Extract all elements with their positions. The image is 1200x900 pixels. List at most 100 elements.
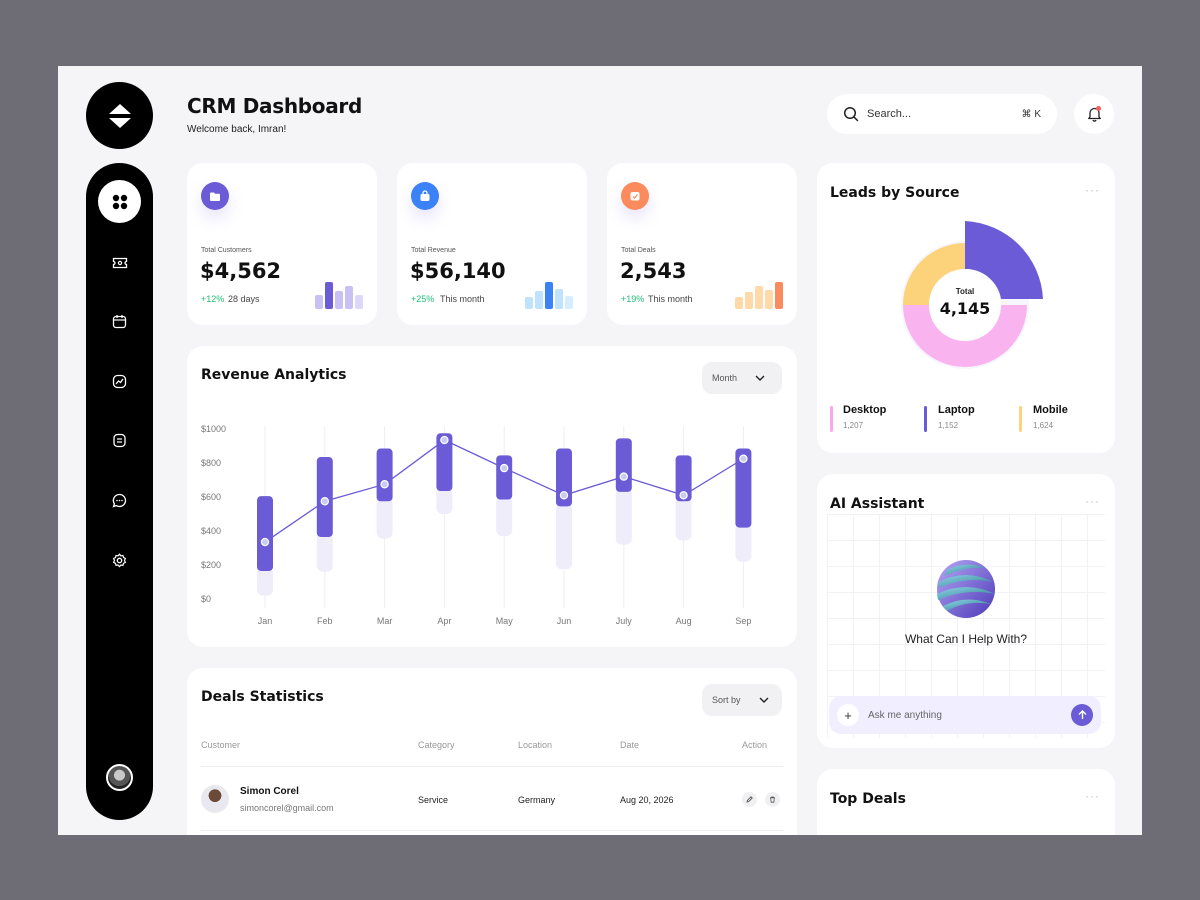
stat-period: This month [440,294,485,304]
sidebar-item-analytics[interactable] [108,370,131,393]
range-bar [496,455,513,500]
notification-dot [1096,106,1101,111]
analytics-icon [112,374,127,389]
chat-icon [112,493,127,508]
y-tick-label: $200 [201,560,221,570]
search-input[interactable]: Search... [867,108,912,120]
customer-name: Simon Corel [240,786,299,797]
stat-card-revenue[interactable]: Total Revenue $56,140 +25% This month [397,163,587,325]
leads-donut-chart [900,221,1043,370]
assistant-prompt: What Can I Help With? [904,632,1028,646]
customer-email: simoncorel@gmail.com [240,803,334,813]
legend-name: Desktop [843,404,887,416]
send-button[interactable] [1071,704,1093,726]
range-background-bar [257,566,273,596]
section-title: AI Assistant [830,496,925,512]
range-bar [735,448,752,528]
section-title: Leads by Source [830,185,960,201]
legend-value: 1,207 [843,421,864,430]
ask-input-bar[interactable]: + Ask me anything [829,696,1101,734]
page-title: CRM Dashboard [187,94,363,118]
legend-swatch [830,406,833,432]
sidebar-item-messages[interactable] [108,489,131,512]
data-point [380,480,389,489]
stat-card-customers[interactable]: Total Customers $4,562 +12% 28 days [187,163,377,325]
stat-label: Total Revenue [411,247,456,254]
mini-bar-chart [315,279,363,309]
stat-change: +12% [201,294,225,304]
chevron-down-icon [759,697,769,703]
edit-button[interactable] [742,792,757,807]
x-tick-label: Mar [377,616,393,626]
range-background-bar [316,532,333,572]
delete-button[interactable] [765,792,780,807]
bag-icon [411,182,439,210]
x-tick-label: July [616,616,633,626]
more-options-button[interactable]: ··· [1085,789,1100,803]
stat-change: +25% [411,294,435,304]
sidebar-item-tickets[interactable] [108,251,131,274]
deal-location: Germany [518,795,556,805]
top-deals-card: Top Deals ··· [817,769,1115,835]
range-background-bar [376,497,393,539]
legend-value: 1,624 [1033,421,1054,430]
x-tick-label: Jan [258,616,273,626]
chevron-down-icon [755,375,765,381]
revenue-analytics-card: Revenue Analytics Month $1000 $800 $600 $40… [187,346,797,647]
customer-avatar [201,785,229,813]
y-tick-label: $400 [201,526,221,536]
search-bar[interactable]: Search... ⌘ K [827,94,1057,134]
arrow-up-icon [1078,710,1086,719]
legend-value: 1,152 [938,421,959,430]
divider [201,766,783,767]
dropdown-value: Sort by [712,695,741,705]
range-bar [316,457,333,537]
y-tick-label: $0 [201,594,211,604]
more-options-button[interactable]: ··· [1085,494,1100,508]
range-background-bar [735,523,752,562]
stat-period: 28 days [228,294,260,304]
column-header[interactable]: Customer [201,740,241,750]
x-tick-label: May [496,616,514,626]
legend-name: Mobile [1033,404,1068,416]
data-point [559,491,569,500]
dropdown-value: Month [712,373,738,383]
range-bar [675,455,692,502]
sidebar-item-dashboard[interactable] [98,180,141,223]
stat-card-deals[interactable]: Total Deals 2,543 +19% This month [607,163,797,325]
column-header[interactable]: Date [620,740,640,750]
ai-assistant-card: AI Assistant ··· What Can I Help With? +… [817,474,1115,748]
section-title: Deals Statistics [201,689,324,705]
range-bar [257,496,273,571]
y-tick-label: $800 [201,458,221,468]
column-header[interactable]: Location [518,740,553,750]
range-bar [615,438,632,492]
data-point [619,472,628,481]
range-background-bar [615,487,632,545]
ask-input[interactable]: Ask me anything [868,709,942,721]
divider [201,830,783,831]
column-header[interactable]: Category [418,740,455,750]
sidebar-item-calendar[interactable] [108,310,131,333]
calendar-icon [112,315,127,329]
more-options-button[interactable]: ··· [1085,183,1100,197]
ai-orb-icon [937,560,995,618]
notifications-button[interactable] [1074,94,1114,134]
sidebar-item-documents[interactable] [108,429,131,452]
sort-dropdown[interactable]: Sort by [702,684,782,716]
x-tick-label: Aug [676,616,692,626]
folder-icon [201,182,229,210]
data-point [320,497,329,506]
stat-value: $56,140 [410,259,506,283]
revenue-chart: $1000 $800 $600 $400 $200 $0 Jan Feb Mar Apr May Ju… [201,424,752,626]
period-dropdown[interactable]: Month [702,362,782,394]
deals-statistics-card: Deals Statistics Sort by Customer Catego… [187,668,797,835]
stat-period: This month [648,294,693,304]
ticket-icon [112,257,127,268]
sidebar-item-settings[interactable] [108,549,131,572]
user-avatar[interactable] [106,764,133,791]
attach-button[interactable]: + [837,704,859,726]
app-logo[interactable] [86,82,153,149]
legend-name: Laptop [938,404,975,416]
y-tick-label: $1000 [201,424,226,434]
